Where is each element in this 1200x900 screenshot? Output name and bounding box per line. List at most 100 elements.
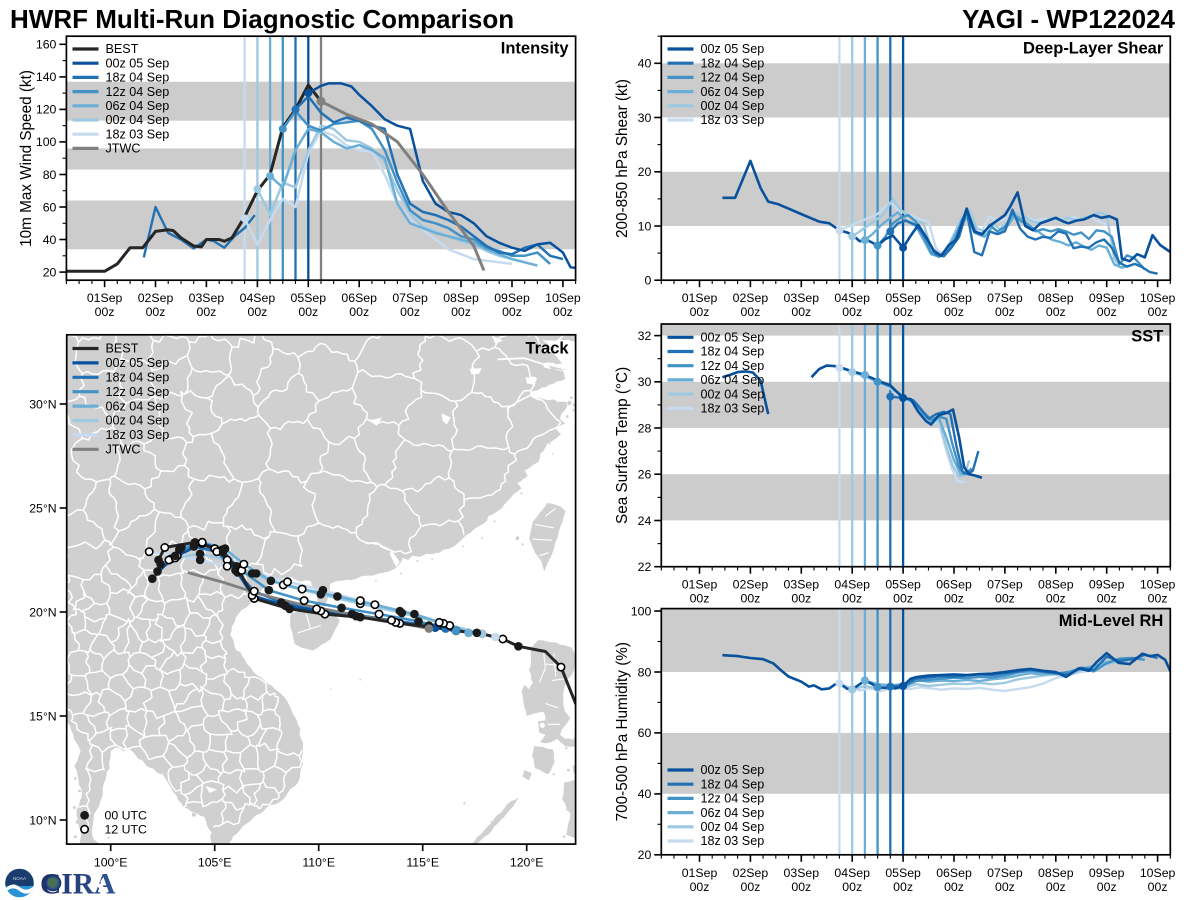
svg-text:12z 04 Sep: 12z 04 Sep [106,385,170,399]
svg-text:00z: 00z [893,592,913,606]
svg-text:00z: 00z [298,305,318,319]
svg-text:22: 22 [638,560,652,574]
svg-text:00z: 00z [196,305,216,319]
svg-text:06z 04 Sep: 06z 04 Sep [701,373,765,387]
svg-text:04Sep: 04Sep [834,866,870,880]
svg-text:20: 20 [638,848,652,862]
svg-text:00z 05 Sep: 00z 05 Sep [701,42,765,56]
svg-text:00z: 00z [893,305,913,319]
svg-text:06Sep: 06Sep [936,578,972,592]
svg-text:01Sep: 01Sep [682,578,718,592]
svg-text:09Sep: 09Sep [1089,578,1125,592]
svg-text:00z: 00z [944,880,964,894]
svg-text:18z 03 Sep: 18z 03 Sep [106,127,170,141]
svg-text:115°E: 115°E [406,856,439,870]
svg-text:26: 26 [638,468,652,482]
svg-text:40: 40 [43,233,57,247]
svg-text:04Sep: 04Sep [240,291,276,305]
svg-text:10m Max Wind Speed (kt): 10m Max Wind Speed (kt) [18,70,35,247]
svg-text:00z: 00z [842,880,862,894]
svg-text:NOAA: NOAA [13,876,27,881]
svg-text:10°N: 10°N [29,813,56,827]
svg-text:BEST: BEST [106,42,139,56]
svg-text:10Sep: 10Sep [1140,866,1176,880]
svg-text:12z 04 Sep: 12z 04 Sep [701,71,765,85]
svg-text:00z: 00z [400,305,420,319]
svg-text:00z: 00z [451,305,471,319]
svg-text:00z: 00z [995,305,1015,319]
svg-text:00z: 00z [740,592,760,606]
svg-text:06Sep: 06Sep [936,866,972,880]
svg-text:03Sep: 03Sep [784,578,820,592]
svg-text:05Sep: 05Sep [291,291,327,305]
svg-text:10Sep: 10Sep [1140,291,1176,305]
svg-text:00z: 00z [995,880,1015,894]
svg-text:10Sep: 10Sep [1140,578,1176,592]
svg-text:00z 05 Sep: 00z 05 Sep [106,56,170,70]
svg-text:06z 04 Sep: 06z 04 Sep [701,85,765,99]
svg-text:200-850 hPa Shear (kt): 200-850 hPa Shear (kt) [614,79,631,238]
svg-text:00z: 00z [893,880,913,894]
svg-text:HWRF Multi-Run Diagnostic Comp: HWRF Multi-Run Diagnostic Comparison [10,4,514,34]
svg-text:Sea Surface Temp (°C): Sea Surface Temp (°C) [614,367,631,524]
svg-text:06Sep: 06Sep [936,291,972,305]
svg-text:09Sep: 09Sep [1089,866,1125,880]
svg-text:160: 160 [36,38,57,52]
svg-text:00z: 00z [1148,305,1168,319]
svg-text:12z 04 Sep: 12z 04 Sep [701,359,765,373]
svg-text:18z 03 Sep: 18z 03 Sep [701,402,765,416]
svg-text:20: 20 [638,165,652,179]
svg-text:30°N: 30°N [29,397,56,411]
svg-text:00z: 00z [1148,880,1168,894]
svg-text:09Sep: 09Sep [494,291,530,305]
svg-text:00z 04 Sep: 00z 04 Sep [106,414,170,428]
svg-text:00z: 00z [146,305,166,319]
svg-text:60: 60 [43,200,57,214]
svg-text:02Sep: 02Sep [733,866,769,880]
svg-text:00z: 00z [995,592,1015,606]
svg-text:40: 40 [638,787,652,801]
svg-text:18z 03 Sep: 18z 03 Sep [106,428,170,442]
svg-text:18z 04 Sep: 18z 04 Sep [701,345,765,359]
svg-text:700-500 hPa Humidity (%): 700-500 hPa Humidity (%) [614,642,631,821]
svg-text:00 UTC: 00 UTC [105,809,147,823]
svg-text:140: 140 [36,70,57,84]
svg-text:00z: 00z [690,880,710,894]
svg-text:110°E: 110°E [302,856,335,870]
svg-text:100: 100 [631,604,652,618]
svg-text:00z: 00z [1046,305,1066,319]
svg-text:80: 80 [638,665,652,679]
svg-text:00z: 00z [690,592,710,606]
svg-text:03Sep: 03Sep [189,291,225,305]
svg-text:20°N: 20°N [29,605,56,619]
svg-text:02Sep: 02Sep [733,291,769,305]
svg-text:15°N: 15°N [29,709,56,723]
svg-text:32: 32 [638,329,652,343]
svg-text:00z: 00z [1097,592,1117,606]
svg-text:100: 100 [36,135,57,149]
svg-text:Track: Track [525,339,569,357]
svg-text:08Sep: 08Sep [1038,866,1074,880]
svg-text:100°E: 100°E [94,856,128,870]
svg-text:00z: 00z [842,305,862,319]
svg-text:80: 80 [43,168,57,182]
svg-text:YAGI - WP122024: YAGI - WP122024 [962,4,1175,34]
svg-text:25°N: 25°N [29,501,56,515]
svg-text:10: 10 [638,219,652,233]
svg-text:00z: 00z [1046,880,1066,894]
svg-text:06Sep: 06Sep [341,291,377,305]
svg-text:18z 03 Sep: 18z 03 Sep [701,113,765,127]
svg-text:00z: 00z [791,305,811,319]
svg-text:07Sep: 07Sep [987,578,1023,592]
svg-text:SST: SST [1131,328,1163,346]
svg-text:00z 04 Sep: 00z 04 Sep [701,387,765,401]
svg-text:12 UTC: 12 UTC [105,823,147,837]
svg-text:07Sep: 07Sep [987,291,1023,305]
svg-text:JTWC: JTWC [106,443,141,457]
svg-text:03Sep: 03Sep [784,866,820,880]
svg-text:01Sep: 01Sep [682,291,718,305]
svg-text:60: 60 [638,726,652,740]
svg-text:00z 04 Sep: 00z 04 Sep [701,99,765,113]
svg-text:00z: 00z [95,305,115,319]
svg-text:0: 0 [644,274,651,288]
